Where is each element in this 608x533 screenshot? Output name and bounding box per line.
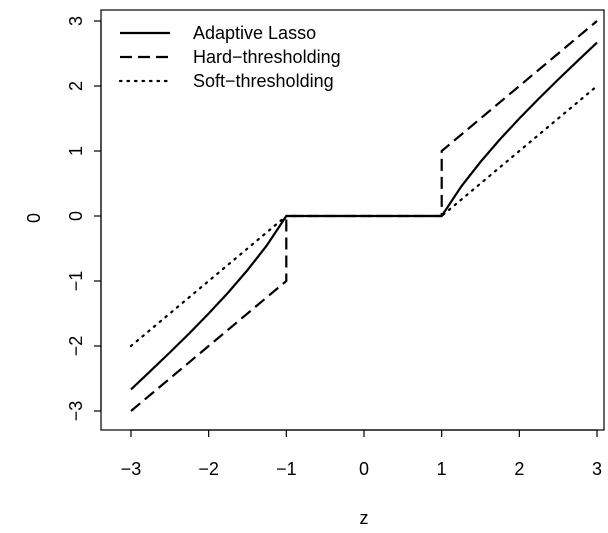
plot-area-border [100, 9, 605, 431]
series-line-dashed [130, 20, 598, 412]
x-tick-label: −2 [198, 459, 219, 479]
x-tick-label: −1 [276, 459, 297, 479]
series-layer [129, 20, 599, 412]
x-tick-label: 3 [592, 459, 602, 479]
legend-label: Hard−thresholding [193, 47, 341, 67]
legend-label: Adaptive Lasso [193, 23, 316, 43]
x-axis-label: z [360, 508, 369, 528]
x-tick-label: 2 [514, 459, 524, 479]
y-tick-label: 3 [66, 16, 86, 26]
y-tick-label: −3 [66, 401, 86, 422]
y-tick-label: 2 [66, 81, 86, 91]
series-line-dotted [129, 84, 599, 348]
y-axis: −3 −2 −1 0 1 2 3 [66, 16, 102, 422]
x-tick-label: −3 [121, 459, 142, 479]
y-tick-label: 0 [66, 211, 86, 221]
y-tick-label: −2 [66, 336, 86, 357]
x-axis: −3 −2 −1 0 1 2 3 [121, 429, 602, 479]
legend-label: Soft−thresholding [193, 71, 334, 91]
x-tick-label: 1 [437, 459, 447, 479]
y-tick-label: 1 [66, 146, 86, 156]
legend: Adaptive Lasso Hard−thresholding Soft−thre… [118, 23, 341, 91]
x-tick-label: 0 [359, 459, 369, 479]
y-axis-label: 0 [24, 213, 44, 223]
y-tick-label: −1 [66, 271, 86, 292]
